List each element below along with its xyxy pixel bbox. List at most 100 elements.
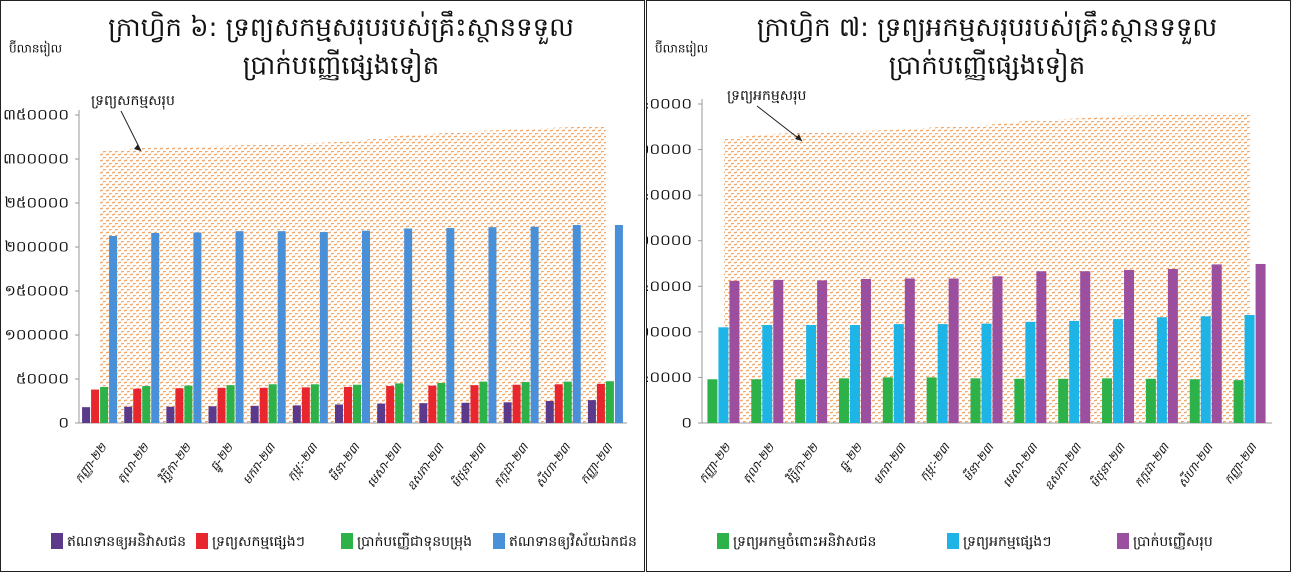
- bar: [344, 386, 352, 423]
- bar: [605, 381, 614, 423]
- bar: [806, 325, 817, 423]
- bar: [1145, 378, 1156, 423]
- bar: [1233, 380, 1244, 423]
- bar: [82, 407, 91, 423]
- y-tick-label: ២៥០០០០: [647, 186, 692, 204]
- bar: [362, 230, 370, 423]
- bar: [849, 325, 860, 423]
- bar: [512, 384, 521, 423]
- bar: [882, 377, 893, 423]
- x-tick-label: ធ្នូ-២២: [836, 440, 868, 475]
- x-tick-label: មីនា-២៣: [326, 440, 363, 484]
- bar: [1058, 378, 1069, 423]
- legend-swatch: [51, 533, 63, 549]
- bar: [992, 276, 1003, 423]
- y-tick-label: ៥០០០០: [16, 370, 69, 388]
- bar: [981, 323, 992, 423]
- bar: [226, 385, 235, 423]
- chart-title: ក្រាហ្វិក ៧: ទ្រព្យអកម្មសរុបរបស់គ្រឹះស្ថ…: [756, 13, 1218, 81]
- bar: [428, 385, 437, 423]
- bar: [948, 278, 959, 423]
- legend-label: ឥណទានឲ្យអនិវាសជន: [67, 532, 186, 550]
- y-tick-label: ២០០០០០: [647, 231, 692, 249]
- annotation-arrow: [120, 110, 142, 152]
- bar: [100, 386, 109, 423]
- x-tick-label: តុលា-២២: [740, 440, 779, 487]
- bar: [751, 379, 762, 423]
- legend-swatch: [717, 533, 729, 549]
- bar: [133, 388, 142, 423]
- bar: [1080, 271, 1091, 423]
- bar: [488, 227, 497, 423]
- bar: [277, 231, 286, 423]
- x-tick-label: ធ្នូ-២២: [207, 440, 239, 475]
- bar: [718, 327, 729, 423]
- bar: [217, 387, 226, 423]
- y-tick-label: ៣០០០០០: [647, 140, 692, 158]
- x-tick-label: កញ្ញា-២២: [696, 440, 734, 486]
- x-tick-label: កញ្ញា-២៣: [1221, 440, 1259, 487]
- bar: [1069, 320, 1080, 423]
- panel: ប៊ីលានរៀល០ ៥០០០០ ១០០០០០ ១៥០០០០ ២០០០០០ ២៥០០០០ ៣…: [646, 0, 1291, 572]
- bar: [1244, 314, 1255, 423]
- annotation: ទ្រព្យអកម្មសរុប: [727, 88, 807, 105]
- bar: [1014, 378, 1025, 423]
- x-tick-label: មិថុនា-២៣: [1087, 440, 1129, 491]
- y-axis-label: ប៊ីលានរៀល: [655, 40, 708, 57]
- bar: [795, 379, 806, 423]
- bar: [124, 406, 133, 423]
- bar: [1189, 379, 1200, 423]
- bar: [419, 403, 428, 423]
- y-axis-label: ប៊ីលានរៀល: [9, 40, 62, 57]
- bar: [446, 228, 455, 423]
- bar: [193, 232, 202, 423]
- y-tick-label: ១០០០០០: [647, 322, 692, 340]
- legend-label: ប្រាក់បញ្ញើជាទុនបម្រុង: [357, 532, 472, 551]
- y-tick-label: ១៥០០០០: [647, 277, 692, 295]
- legend-swatch: [341, 533, 353, 549]
- bar: [904, 278, 915, 423]
- y-tick-label: ១៥០០០០: [5, 282, 69, 300]
- bar: [395, 383, 404, 423]
- bar: [310, 384, 319, 423]
- bar: [175, 388, 184, 423]
- bar: [301, 387, 310, 423]
- bar: [335, 404, 343, 423]
- x-tick-label: កុម្ភៈ-២៣: [284, 440, 321, 484]
- bar: [292, 405, 301, 423]
- y-tick-label: ៣០០០០០: [3, 150, 69, 168]
- bar: [1036, 271, 1047, 423]
- x-tick-label: មិថុនា-២៣: [448, 440, 490, 491]
- bar: [1200, 316, 1211, 423]
- legend-label: ទ្រព្យអកម្មផ្សេងៗ: [963, 534, 1051, 550]
- legend-label: ទ្រព្យសកម្មផ្សេងៗ: [212, 534, 305, 550]
- bar: [926, 377, 937, 423]
- y-tick-label: ០: [58, 414, 69, 432]
- x-tick-label: កក្កដា-២៣: [491, 440, 532, 490]
- area: [100, 126, 606, 423]
- bar: [479, 381, 488, 423]
- arrow-head: [795, 134, 802, 141]
- arrow-head: [134, 144, 141, 151]
- x-tick-label: មេសា-២៣: [1000, 440, 1041, 490]
- legend-label: ប្រាក់បញ្ញើសរុប: [1133, 532, 1213, 551]
- legend-label: ឥណទានឲ្យវិស័យឯកជន: [509, 532, 637, 550]
- bar: [377, 403, 386, 423]
- bar: [142, 386, 151, 423]
- y-tick-label: ២៥០០០០: [5, 194, 69, 212]
- x-tick-label: តុលា-២២: [114, 440, 153, 487]
- bar: [563, 381, 572, 423]
- bar: [259, 387, 268, 423]
- x-tick-label: មេសា-២៣: [364, 440, 405, 490]
- bar: [614, 225, 623, 423]
- bar: [596, 383, 605, 423]
- x-tick-label: កញ្ញា-២៣: [577, 440, 615, 487]
- bar: [109, 236, 118, 423]
- bar: [386, 386, 395, 423]
- x-tick-label: ឧសភា-២៣: [404, 440, 447, 493]
- chart: ប៊ីលានរៀល០ ៥០០០០ ១០០០០០ ១៥០០០០ ២០០០០០ ២៥០០០០ ៣…: [3, 40, 637, 552]
- bar: [268, 384, 277, 423]
- bar: [1124, 269, 1135, 423]
- bar: [91, 389, 100, 423]
- bar: [319, 232, 328, 423]
